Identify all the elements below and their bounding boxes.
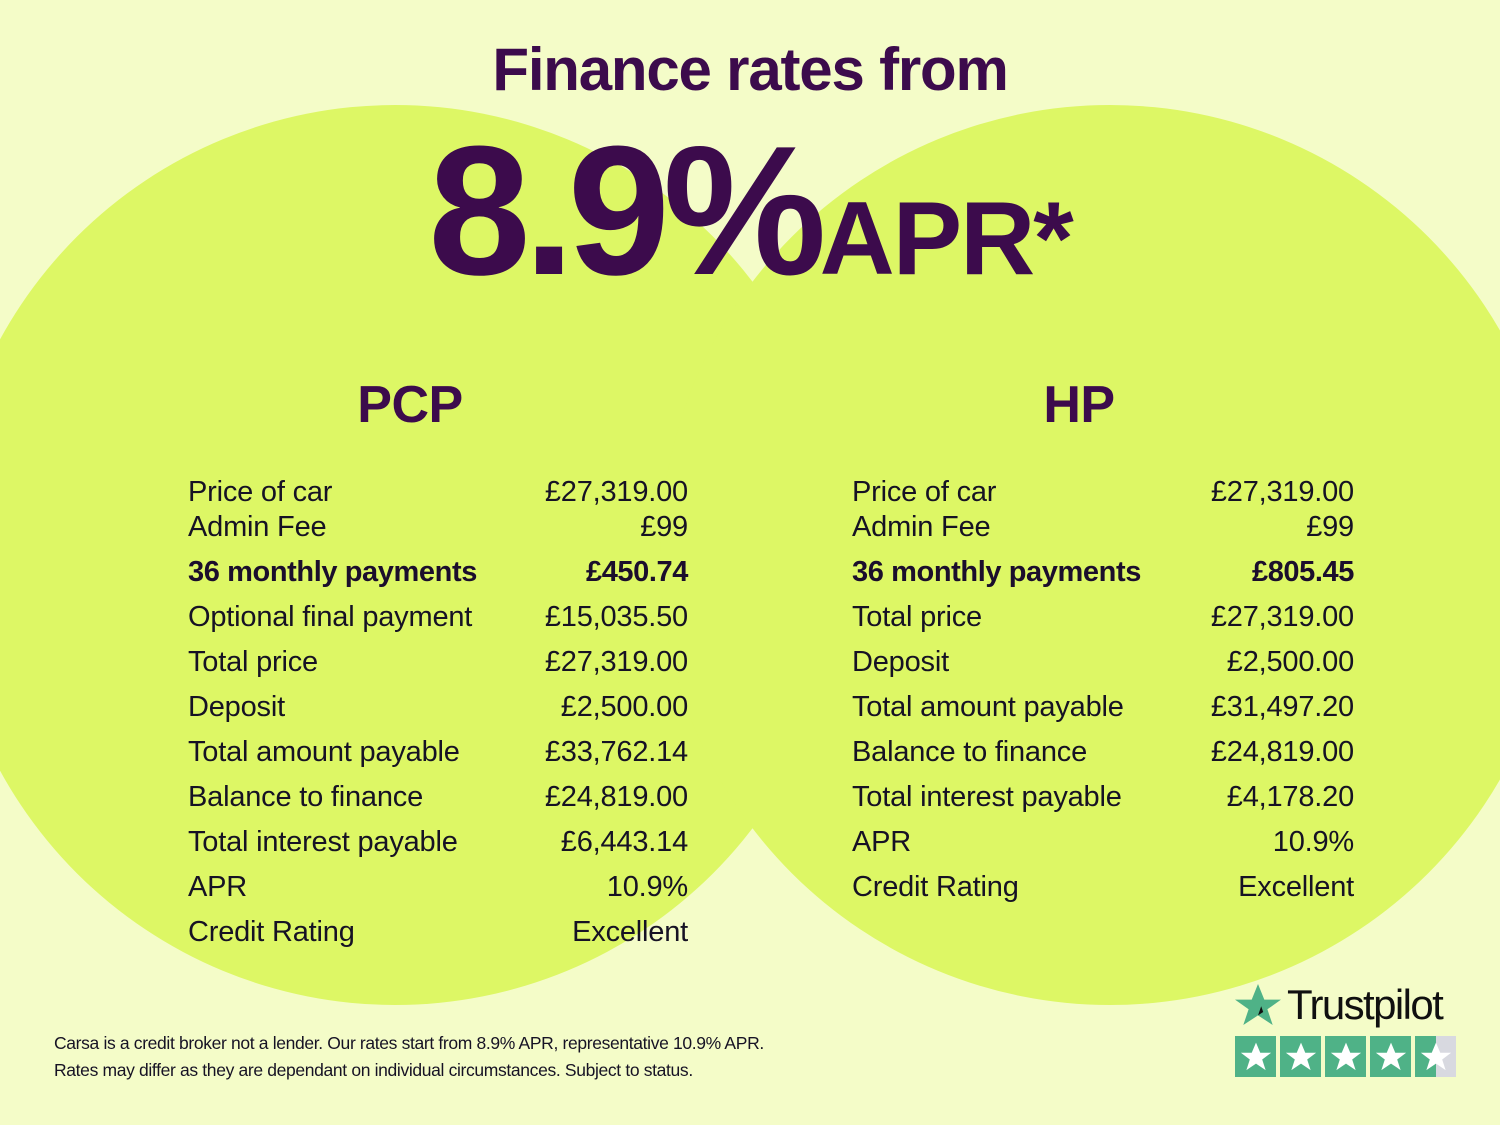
finance-row: Admin Fee £99 (822, 510, 1382, 545)
trustpilot-name: Trustpilot (1287, 981, 1444, 1028)
finance-row-value: £99 (1306, 511, 1354, 543)
rating-star-icon (1280, 1036, 1321, 1077)
headline-rate-value: 8.9% (428, 107, 826, 313)
finance-column-pcp: PCP Price of car £27,319.00 Admin Fee £99 36… (150, 375, 710, 950)
finance-row-value: £27,319.00 (1210, 601, 1354, 633)
finance-row: Price of car £27,319.00 (822, 475, 1382, 510)
finance-rows-hp: Price of car £27,319.00 Admin Fee £99 36 mon… (822, 475, 1382, 905)
trustpilot-widget[interactable]: Trustpilot (1235, 981, 1460, 1077)
finance-row: Optional final payment £15,035.50 (150, 600, 710, 635)
finance-row: Price of car £27,319.00 (150, 475, 710, 510)
finance-row: Deposit £2,500.00 (822, 645, 1382, 680)
finance-row-value: £24,819.00 (1210, 736, 1354, 768)
finance-row: Deposit £2,500.00 (150, 690, 710, 725)
finance-row-label: Deposit (188, 691, 285, 723)
finance-row-label: Price of car (188, 476, 333, 508)
finance-rows-pcp: Price of car £27,319.00 Admin Fee £99 36 mon… (150, 475, 710, 950)
finance-row-value: £99 (640, 511, 688, 543)
rating-star-icon (1370, 1036, 1411, 1077)
finance-row-label: Total interest payable (188, 826, 458, 858)
finance-row: APR 10.9% (150, 870, 710, 905)
rating-star-icon (1235, 1036, 1276, 1077)
disclaimer-line-2: Rates may differ as they are dependant o… (54, 1060, 693, 1080)
finance-row: APR 10.9% (822, 825, 1382, 860)
headline-rate: 8.9%APR* (0, 118, 1500, 302)
finance-row-label: Price of car (852, 476, 997, 508)
finance-row-label: Admin Fee (852, 511, 991, 543)
finance-row-value: £33,762.14 (544, 736, 688, 768)
finance-row: Total amount payable £31,497.20 (822, 690, 1382, 725)
finance-row-value: £4,178.20 (1226, 781, 1354, 813)
background-circle-right (660, 105, 1500, 1005)
disclaimer-text: Carsa is a credit broker not a lender. O… (54, 1030, 884, 1084)
finance-row-label: Optional final payment (188, 601, 473, 633)
finance-row-label: Balance to finance (852, 736, 1088, 768)
finance-row: 36 monthly payments £805.45 (822, 555, 1382, 590)
trustpilot-wordmark: Trustpilot (1235, 981, 1460, 1029)
finance-row-value: £24,819.00 (544, 781, 688, 813)
finance-column-hp: HP Price of car £27,319.00 Admin Fee £99 36 … (822, 375, 1382, 905)
rating-star-icon (1415, 1036, 1456, 1077)
trustpilot-star-icon (1235, 984, 1281, 1025)
finance-row: Total price £27,319.00 (822, 600, 1382, 635)
finance-row: Balance to finance £24,819.00 (150, 780, 710, 815)
finance-row-label: Total amount payable (188, 736, 460, 768)
finance-row-value: 10.9% (1272, 826, 1354, 858)
finance-row-value: £31,497.20 (1210, 691, 1354, 723)
finance-row: 36 monthly payments £450.74 (150, 555, 710, 590)
finance-row-label: Total price (852, 601, 982, 633)
finance-row-value: £450.74 (585, 556, 688, 588)
finance-row-value: £6,443.14 (560, 826, 688, 858)
finance-row-label: Admin Fee (188, 511, 327, 543)
rating-star-icon (1325, 1036, 1366, 1077)
finance-row-value: £27,319.00 (544, 476, 688, 508)
finance-row-value: £27,319.00 (544, 646, 688, 678)
disclaimer-line-1: Carsa is a credit broker not a lender. O… (54, 1033, 764, 1053)
headline-rate-apr: APR* (819, 181, 1074, 297)
finance-row: Total price £27,319.00 (150, 645, 710, 680)
finance-row-value: 10.9% (606, 871, 688, 903)
finance-row-value: £2,500.00 (1226, 646, 1354, 678)
finance-row-label: Total price (188, 646, 318, 678)
column-title-pcp: PCP (357, 376, 463, 434)
finance-row-value: £15,035.50 (544, 601, 688, 633)
finance-row-label: Balance to finance (188, 781, 424, 813)
finance-row: Total interest payable £4,178.20 (822, 780, 1382, 815)
finance-row-value: £27,319.00 (1210, 476, 1354, 508)
finance-row: Admin Fee £99 (150, 510, 710, 545)
finance-row-label: APR (188, 871, 248, 903)
finance-row: Credit Rating Excellent (822, 870, 1382, 905)
finance-row: Total interest payable £6,443.14 (150, 825, 710, 860)
finance-row-label: APR (852, 826, 912, 858)
finance-row-value: Excellent (1238, 871, 1354, 903)
finance-row-label: 36 monthly payments (188, 556, 477, 588)
finance-row: Balance to finance £24,819.00 (822, 735, 1382, 770)
finance-row-value: Excellent (572, 916, 688, 948)
finance-row-label: 36 monthly payments (852, 556, 1141, 588)
finance-row-label: Credit Rating (852, 871, 1019, 903)
finance-row: Credit Rating Excellent (150, 915, 710, 950)
column-title-hp: HP (1043, 376, 1115, 434)
finance-row-label: Deposit (852, 646, 949, 678)
finance-row-label: Total interest payable (852, 781, 1122, 813)
finance-row-value: £2,500.00 (560, 691, 688, 723)
trustpilot-rating-stars (1235, 1036, 1460, 1077)
finance-row-label: Total amount payable (852, 691, 1124, 723)
page-title: Finance rates from (492, 36, 1008, 103)
finance-row-label: Credit Rating (188, 916, 355, 948)
finance-row-value: £805.45 (1251, 556, 1354, 588)
finance-row: Total amount payable £33,762.14 (150, 735, 710, 770)
